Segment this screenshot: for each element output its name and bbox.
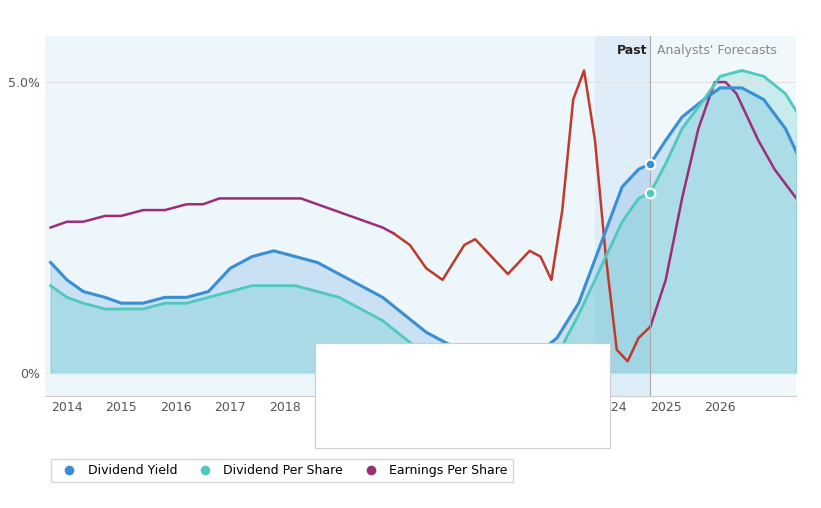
Text: Analysts' Forecasts: Analysts' Forecasts bbox=[657, 44, 777, 57]
Text: Past: Past bbox=[617, 44, 647, 57]
FancyBboxPatch shape bbox=[315, 342, 610, 449]
Text: /yr: /yr bbox=[503, 380, 518, 391]
Text: /yr: /yr bbox=[534, 406, 548, 417]
Text: No data: No data bbox=[464, 430, 507, 440]
Bar bbox=[650, 36, 796, 396]
Bar bbox=[595, 36, 650, 396]
Text: Earnings Per Share: Earnings Per Share bbox=[330, 430, 436, 440]
Text: CN¥0.484: CN¥0.484 bbox=[464, 406, 525, 417]
Bar bbox=[45, 36, 650, 396]
Legend: Dividend Yield, Dividend Per Share, Earnings Per Share: Dividend Yield, Dividend Per Share, Earn… bbox=[52, 459, 513, 482]
Text: Dividend Yield: Dividend Yield bbox=[330, 380, 410, 391]
Text: Sep 13 2024: Sep 13 2024 bbox=[330, 354, 418, 366]
Text: Dividend Per Share: Dividend Per Share bbox=[330, 406, 437, 417]
Text: 3.6%: 3.6% bbox=[464, 380, 495, 391]
